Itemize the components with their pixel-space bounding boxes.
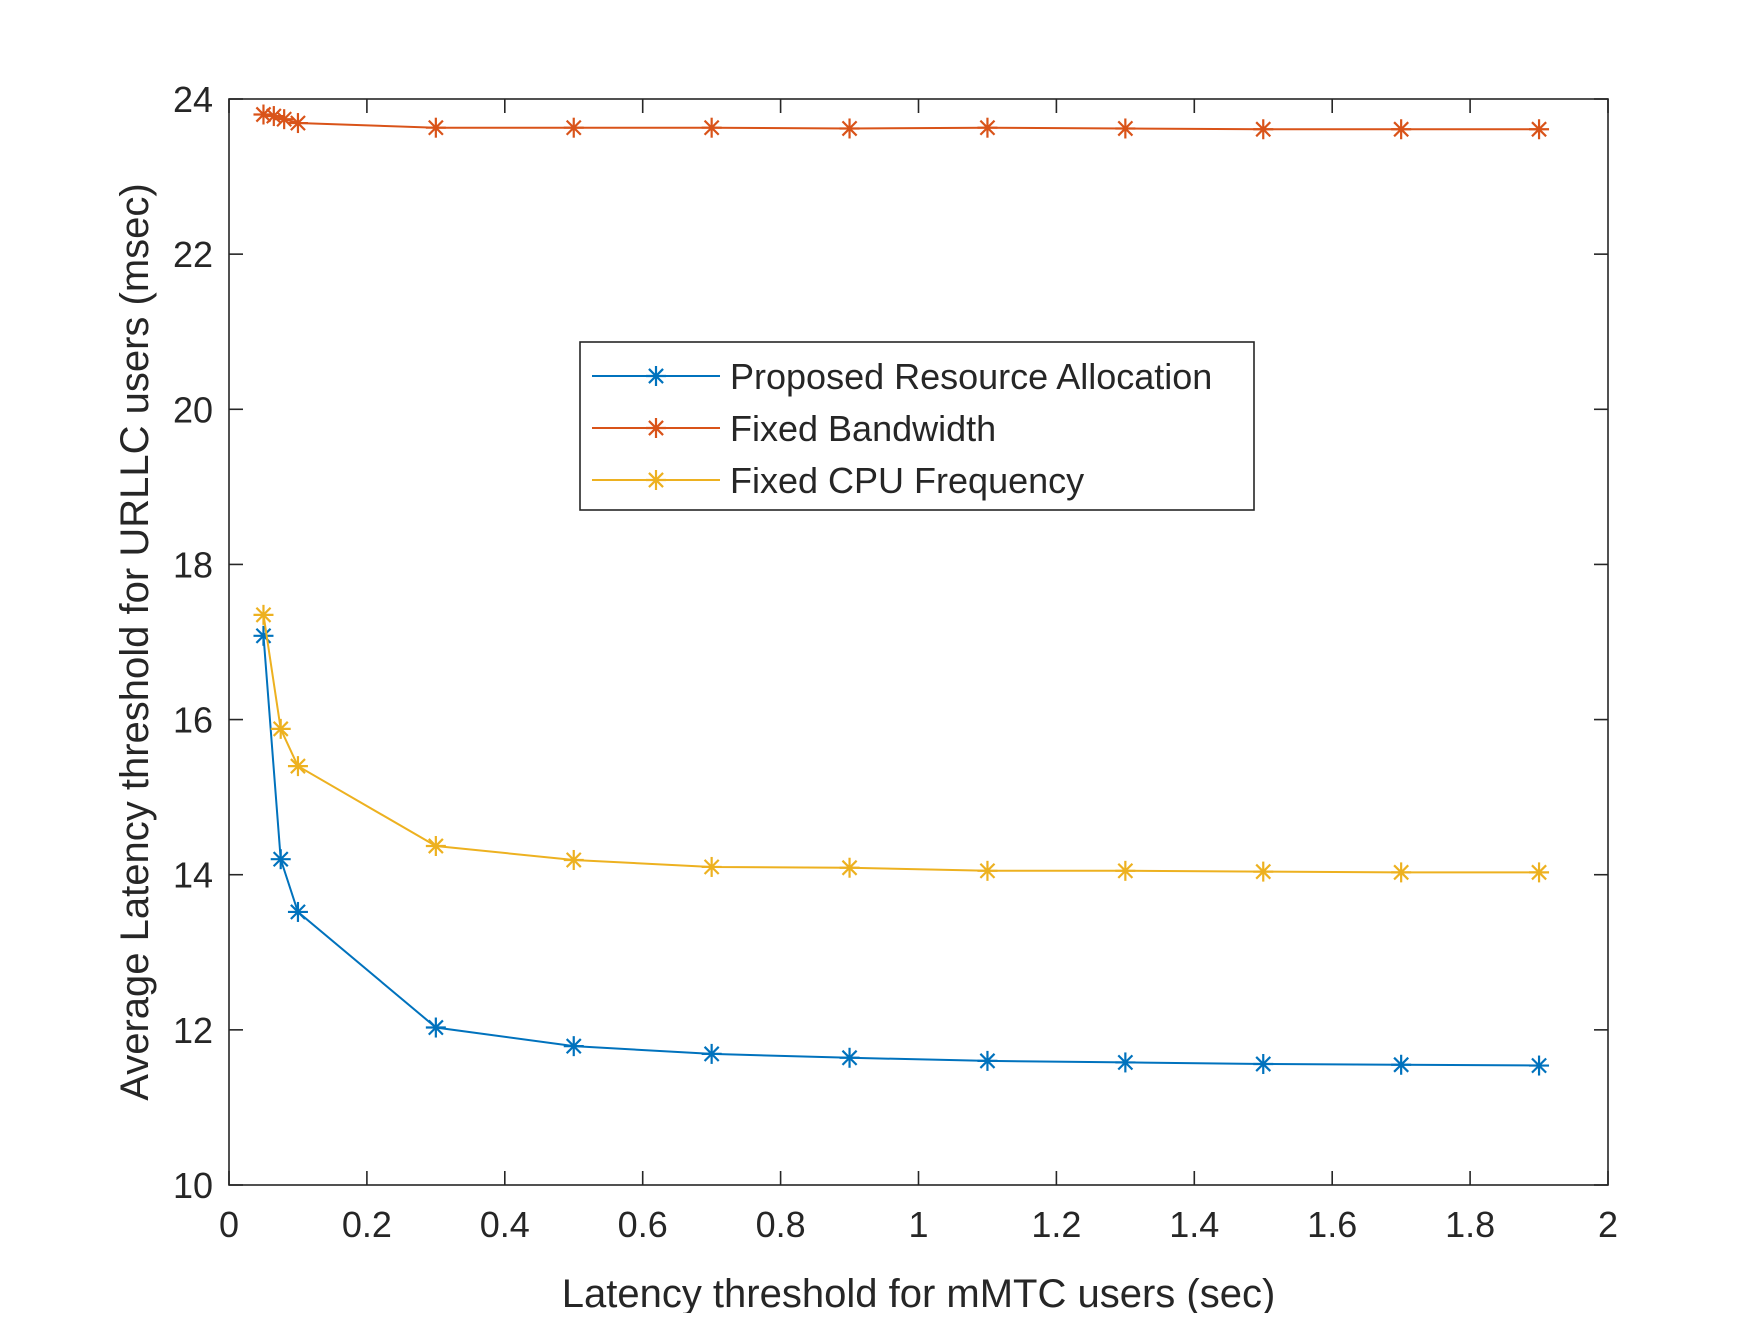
legend-label: Proposed Resource Allocation xyxy=(730,356,1212,397)
y-axis-label: Average Latency threshold for URLLC user… xyxy=(113,183,157,1100)
data-point xyxy=(270,849,291,870)
x-tick-label: 0 xyxy=(219,1204,239,1245)
data-point xyxy=(274,109,295,130)
x-tick-label: 0.8 xyxy=(756,1204,806,1245)
data-point xyxy=(1529,119,1550,140)
data-point xyxy=(1391,862,1412,883)
data-point xyxy=(1529,862,1550,883)
legend-box xyxy=(579,341,1255,511)
x-tick-label: 0.6 xyxy=(618,1204,668,1245)
y-tick-label: 16 xyxy=(173,700,213,741)
data-point xyxy=(701,856,722,877)
data-point xyxy=(287,901,308,922)
legend-item: Proposed Resource Allocation xyxy=(592,356,1212,397)
x-tick-label: 0.4 xyxy=(480,1204,530,1245)
data-point xyxy=(270,718,291,739)
data-point xyxy=(253,104,274,125)
x-tick-label: 1.8 xyxy=(1445,1204,1495,1245)
data-point xyxy=(287,756,308,777)
data-point xyxy=(1253,119,1274,140)
data-point xyxy=(1253,1053,1274,1074)
data-point xyxy=(253,625,274,646)
y-tick-label: 24 xyxy=(173,79,213,120)
legend-marker xyxy=(646,418,666,438)
data-point xyxy=(253,604,274,625)
x-axis-label: Latency threshold for mMTC users (sec) xyxy=(562,1272,1276,1313)
legend-label: Fixed Bandwidth xyxy=(730,408,996,449)
x-tick-label: 0.2 xyxy=(342,1204,392,1245)
data-point xyxy=(1115,118,1136,139)
data-point xyxy=(1391,119,1412,140)
data-point xyxy=(839,1047,860,1068)
data-point xyxy=(1115,1052,1136,1073)
y-tick-label: 22 xyxy=(173,234,213,275)
y-tick-label: 18 xyxy=(173,544,213,585)
data-point xyxy=(287,113,308,134)
legend-item: Fixed Bandwidth xyxy=(592,408,996,449)
x-tick-label: 1.2 xyxy=(1031,1204,1081,1245)
legend: Proposed Resource Allocation Fixed Bandwi… xyxy=(579,341,1255,511)
series-line xyxy=(262,635,1540,1067)
data-point xyxy=(425,117,446,138)
series-1 xyxy=(253,625,1550,1076)
axes-layer: 0 0.2 0.4 0.6 0.8 1 1.2 1.4 1.6 1.8 2 10 12 14 16 18 20 2… xyxy=(173,79,1618,1245)
data-point xyxy=(977,117,998,138)
y-tick-label: 12 xyxy=(173,1010,213,1051)
y-tick-label: 14 xyxy=(173,855,213,896)
x-tick-label: 2 xyxy=(1598,1204,1618,1245)
data-point xyxy=(425,1017,446,1038)
legend-marker xyxy=(646,366,666,386)
y-tick-label: 20 xyxy=(173,389,213,430)
data-point xyxy=(701,117,722,138)
data-point xyxy=(563,117,584,138)
series-line xyxy=(262,614,1539,874)
x-tick-label: 1.6 xyxy=(1307,1204,1357,1245)
series-layer xyxy=(253,104,1550,1076)
x-tick-label: 1.4 xyxy=(1169,1204,1219,1245)
series-2 xyxy=(253,104,1550,140)
data-point xyxy=(977,1050,998,1071)
data-point xyxy=(839,857,860,878)
y-tick-label: 10 xyxy=(173,1165,213,1206)
legend-label: Fixed CPU Frequency xyxy=(730,460,1084,501)
legend-item: Fixed CPU Frequency xyxy=(592,460,1084,501)
legend-marker xyxy=(646,470,666,490)
data-point xyxy=(425,836,446,857)
data-point xyxy=(563,849,584,870)
data-point xyxy=(1529,1055,1550,1076)
x-tick-label: 1 xyxy=(908,1204,928,1245)
data-point xyxy=(1253,861,1274,882)
data-point xyxy=(1115,860,1136,881)
data-point xyxy=(701,1043,722,1064)
data-point xyxy=(563,1036,584,1057)
data-point xyxy=(977,860,998,881)
data-point xyxy=(1391,1054,1412,1075)
series-3 xyxy=(253,604,1550,883)
data-point xyxy=(839,118,860,139)
